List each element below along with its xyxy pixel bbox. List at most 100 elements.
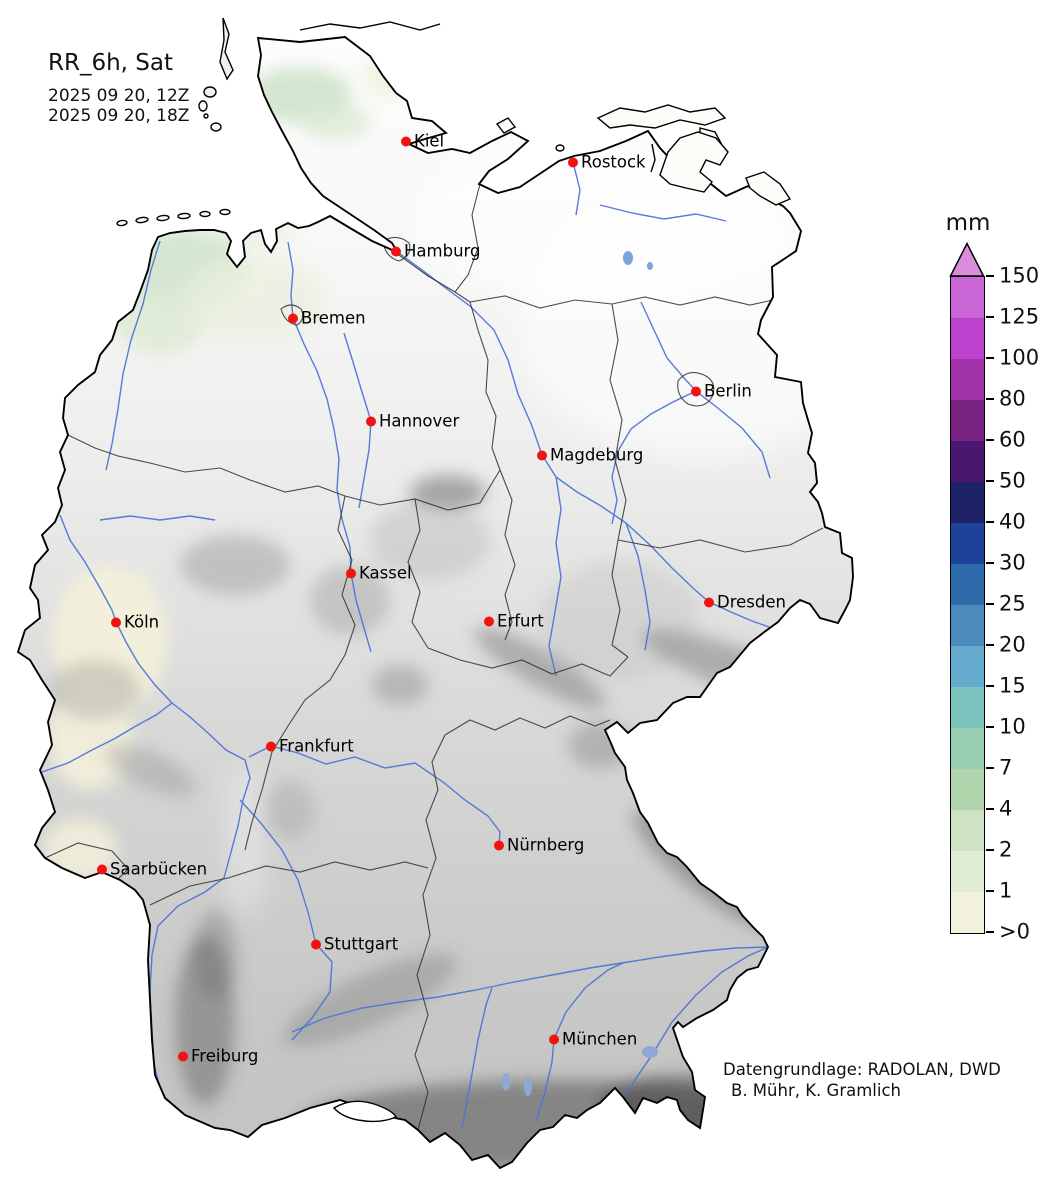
colorbar-tick-label: 4: [999, 796, 1013, 821]
city-dot: [311, 939, 321, 949]
colorbar-tick-mark: [986, 767, 994, 769]
city-label: Kiel: [414, 131, 445, 151]
colorbar-tick-mark: [986, 726, 994, 728]
valid-time-end: 2025 09 20, 18Z: [48, 106, 190, 126]
city-label: Berlin: [704, 381, 752, 401]
colorbar-tick-label: 30: [999, 550, 1026, 575]
island-amrum: [198, 100, 208, 112]
colorbar-tick-mark: [986, 808, 994, 810]
lake-ammersee: [502, 1073, 510, 1091]
colorbar-tick-label: 1: [999, 878, 1013, 903]
city-label: Bremen: [301, 308, 366, 328]
city-dot: [288, 313, 298, 323]
colorbar-tick-label: 50: [999, 468, 1026, 493]
island-fehmarn: [495, 117, 517, 134]
city-label: Köln: [124, 612, 160, 632]
city-marker-kassel: Kassel: [346, 564, 412, 583]
colorbar-segment: [951, 851, 984, 892]
lake-mueritz: [623, 251, 633, 265]
colorbar-segment: [951, 892, 984, 933]
east-frisian-island: [177, 212, 191, 220]
colorbar-scale: [950, 276, 985, 934]
city-marker-nrnberg: Nürnberg: [494, 836, 584, 855]
city-dot: [366, 416, 376, 426]
colorbar-tick-label: 15: [999, 673, 1026, 698]
city-dot: [494, 840, 504, 850]
colorbar-tick-mark: [986, 521, 994, 523]
island-ruegen: [659, 131, 729, 193]
colorbar-segment: [951, 810, 984, 851]
city-dot: [346, 568, 356, 578]
east-frisian-island: [116, 219, 128, 227]
city-marker-kln: Köln: [111, 613, 159, 632]
island-pellworm: [210, 122, 222, 132]
colorbar-segment: [951, 564, 984, 605]
city-marker-mnchen: München: [549, 1030, 637, 1049]
city-marker-freiburg: Freiburg: [178, 1047, 258, 1066]
colorbar-tick-mark: [986, 603, 994, 605]
colorbar-segment: [951, 482, 984, 523]
island-foehr: [203, 86, 217, 98]
colorbar-tick-mark: [986, 644, 994, 646]
attribution-source: Datengrundlage: RADOLAN, DWD: [723, 1060, 1001, 1079]
island-hallig: [203, 113, 209, 119]
colorbar-tick-label: 10: [999, 714, 1026, 739]
colorbar-segment: [951, 646, 984, 687]
city-marker-erfurt: Erfurt: [484, 612, 544, 631]
lakes: [332, 251, 658, 1123]
city-dot: [266, 741, 276, 751]
colorbar-tick-mark: [986, 357, 994, 359]
city-label: Freiburg: [191, 1046, 259, 1066]
city-marker-hamburg: Hamburg: [391, 242, 481, 261]
map-title: RR_6h, Sat: [48, 50, 174, 76]
city-label: Hannover: [379, 411, 460, 431]
city-marker-bremen: Bremen: [288, 309, 366, 328]
city-dot: [111, 617, 121, 627]
city-marker-saarbcken: Saarbücken: [97, 860, 207, 879]
colorbar-overflow-arrow: [949, 242, 985, 277]
colorbar-tick-label: 2: [999, 837, 1013, 862]
colorbar-tick-mark: [986, 849, 994, 851]
city-marker-berlin: Berlin: [691, 382, 752, 401]
city-label: Kassel: [359, 563, 412, 583]
city-marker-stuttgart: Stuttgart: [311, 935, 398, 954]
colorbar-tick-mark: [986, 398, 994, 400]
state-borders: [44, 183, 824, 1131]
island-sylt: [219, 17, 234, 81]
city-label: Frankfurt: [279, 736, 354, 756]
valid-time-range: 2025 09 20, 12Z 2025 09 20, 18Z: [48, 86, 189, 126]
city-dot: [391, 246, 401, 256]
city-label: Rostock: [581, 152, 646, 172]
colorbar-tick-label: 80: [999, 386, 1026, 411]
colorbar-segment: [951, 769, 984, 810]
city-marker-frankfurt: Frankfurt: [266, 737, 354, 756]
city-dot: [178, 1051, 188, 1061]
colorbar-tick-label: 40: [999, 509, 1026, 534]
east-frisian-island: [135, 216, 149, 224]
city-label: Erfurt: [497, 611, 544, 631]
colorbar-tick-label: 20: [999, 632, 1026, 657]
colorbar-tick-mark: [986, 685, 994, 687]
colorbar-tick-label: 100: [999, 345, 1040, 370]
colorbar-tick-mark: [986, 890, 994, 892]
colorbar-tick-label: 25: [999, 591, 1026, 616]
island-usedom: [745, 171, 792, 206]
city-label: Stuttgart: [324, 934, 399, 954]
colorbar-segment: [951, 318, 984, 359]
colorbar-segment: [951, 605, 984, 646]
island-poel: [555, 144, 565, 152]
colorbar-segment: [951, 277, 984, 318]
colorbar-tick-label: 125: [999, 304, 1040, 329]
colorbar-segment: [951, 687, 984, 728]
city-marker-hannover: Hannover: [366, 412, 459, 431]
colorbar-segment: [951, 728, 984, 769]
colorbar: 150 125 100 80 60 50 40 30 25 20 15 10 7 4 2 1 >0: [949, 242, 1053, 962]
city-label: Hamburg: [404, 241, 481, 261]
east-frisian-island: [219, 208, 231, 216]
city-label: Magdeburg: [550, 445, 644, 465]
attribution: Datengrundlage: RADOLAN, DWD B. Mühr, K.…: [723, 1059, 1001, 1101]
danish-coast-hint: [299, 21, 441, 31]
colorbar-segment: [951, 359, 984, 400]
colorbar-unit-label: mm: [945, 210, 991, 236]
